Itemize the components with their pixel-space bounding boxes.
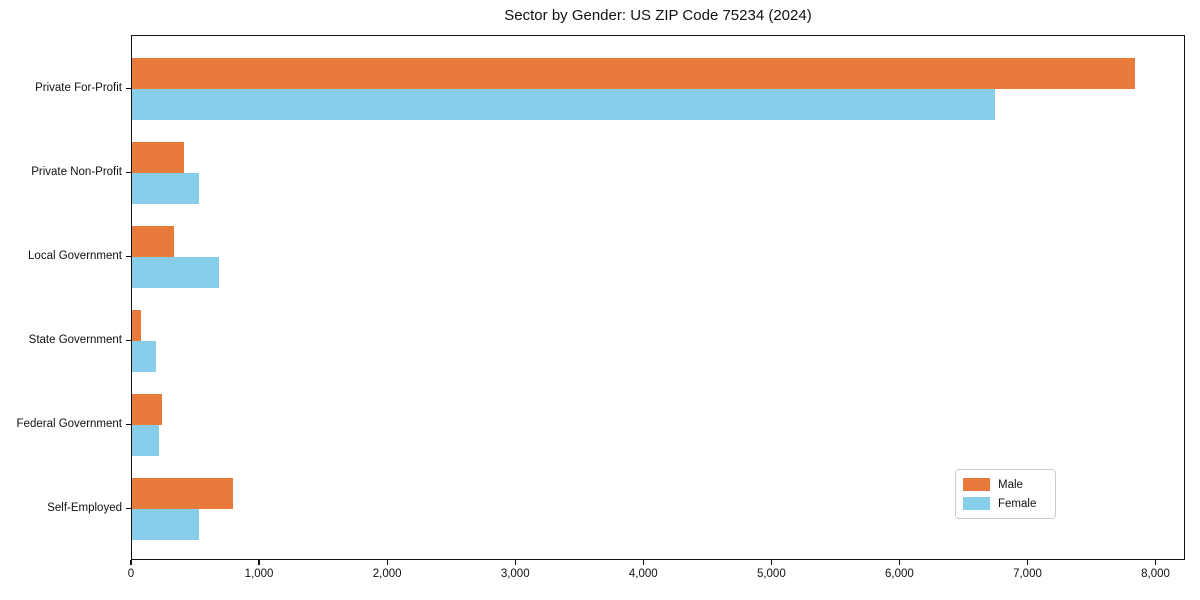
y-tick-private-non-profit	[126, 172, 131, 174]
y-tick-local-government	[126, 256, 131, 258]
legend: Male Female	[955, 469, 1056, 519]
x-tick-label-2-000: 2,000	[372, 568, 402, 580]
x-tick-label-0: 0	[127, 568, 135, 580]
bar-male-self-employed	[132, 478, 234, 509]
bar-male-private-for-profit	[132, 58, 1136, 89]
y-tick-label-private-for-profit: Private For-Profit	[35, 82, 122, 94]
legend-label-female: Female	[998, 497, 1037, 510]
bar-female-private-for-profit	[132, 89, 996, 120]
x-tick-8-000	[1154, 560, 1157, 565]
x-tick-label-8-000: 8,000	[1141, 568, 1170, 580]
x-tick-4-000	[642, 560, 644, 565]
y-tick-private-for-profit	[126, 88, 131, 90]
x-tick-0	[130, 560, 132, 565]
x-tick-5-000	[770, 560, 772, 565]
legend-entry-male: Male	[963, 475, 1047, 494]
x-tick-label-7-000: 7,000	[1013, 568, 1042, 580]
y-tick-self-employed	[126, 508, 131, 510]
x-tick-3-000	[514, 560, 516, 565]
y-tick-label-local-government: Local Government	[28, 250, 122, 262]
plot-area	[131, 35, 1185, 560]
x-tick-2-000	[386, 560, 388, 565]
bar-male-local-government	[132, 226, 174, 257]
legend-swatch-female	[963, 497, 990, 510]
bar-male-private-non-profit	[132, 142, 184, 173]
y-tick-label-federal-government: Federal Government	[16, 418, 122, 430]
x-tick-1-000	[258, 560, 260, 565]
bar-female-local-government	[132, 257, 220, 288]
y-tick-label-self-employed: Self-Employed	[47, 502, 122, 514]
y-tick-state-government	[126, 340, 131, 342]
x-tick-label-1-000: 1,000	[244, 568, 274, 580]
x-tick-label-6-000: 6,000	[885, 568, 914, 580]
bar-female-private-non-profit	[132, 173, 199, 204]
x-tick-7-000	[1026, 560, 1029, 565]
bar-female-federal-government	[132, 425, 159, 456]
legend-entry-female: Female	[963, 494, 1047, 513]
y-tick-label-state-government: State Government	[28, 334, 122, 346]
chart-title: Sector by Gender: US ZIP Code 75234 (202…	[504, 7, 812, 24]
legend-swatch-male	[963, 478, 990, 491]
bar-male-state-government	[132, 310, 141, 341]
legend-label-male: Male	[998, 478, 1023, 491]
bar-female-self-employed	[132, 509, 200, 540]
bar-female-state-government	[132, 341, 157, 372]
y-tick-label-private-non-profit: Private Non-Profit	[31, 166, 122, 178]
x-tick-label-5-000: 5,000	[756, 568, 786, 580]
x-tick-label-3-000: 3,000	[500, 568, 530, 580]
x-tick-6-000	[898, 560, 900, 565]
bar-male-federal-government	[132, 394, 162, 425]
y-tick-federal-government	[126, 424, 131, 426]
x-tick-label-4-000: 4,000	[628, 568, 658, 580]
